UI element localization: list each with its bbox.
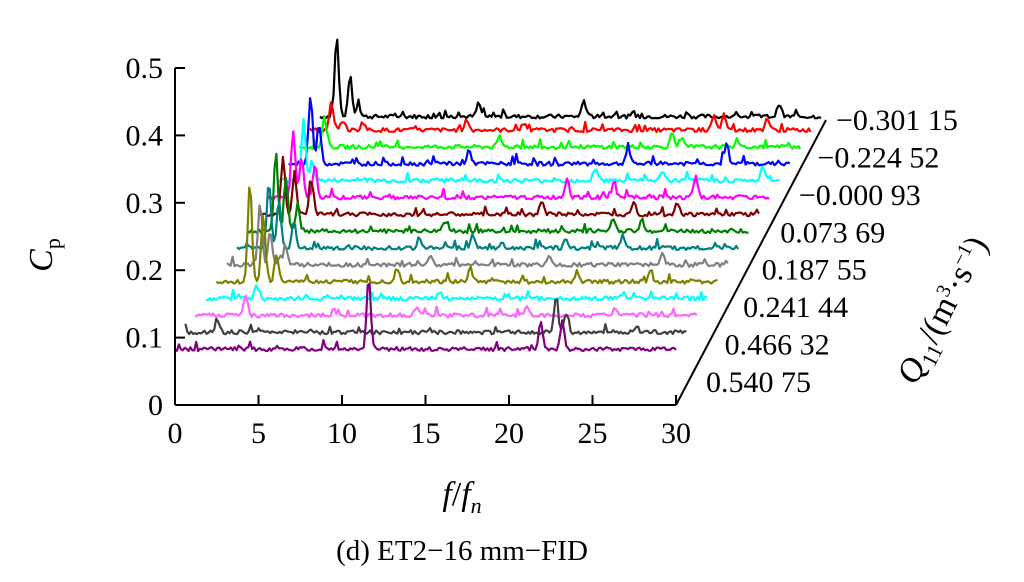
series-line-13: [184, 298, 687, 336]
z-axis-title: Q11/(m3·s−1): [890, 230, 1000, 392]
x-tick-label: 5: [251, 417, 266, 450]
y-axis-title: Cp: [23, 238, 65, 272]
x-tick-label: 30: [661, 417, 691, 450]
y-tick-label: 0.1: [126, 322, 164, 355]
z-tick-label: 0.187 55: [762, 254, 867, 287]
series-line-8: [236, 186, 740, 251]
z-ticks-group: −0.301 15 −0.224 52 −0.000 93 0.073 69 0.187…: [706, 104, 958, 399]
z-axis-line: [675, 119, 827, 406]
x-tick-label: 10: [327, 417, 357, 450]
y-tick-label: 0.3: [126, 187, 164, 220]
series-line-7: [246, 152, 749, 235]
y-tick-label: 0.5: [126, 52, 164, 85]
series-line-11: [205, 284, 708, 302]
series-line-5: [267, 130, 770, 201]
z-tick-label: −0.301 15: [836, 104, 958, 137]
z-tick-label: 0.073 69: [780, 216, 885, 249]
z-tick-label: 0.466 32: [725, 329, 830, 362]
series-line-1: [308, 101, 812, 134]
x-tick-label: 20: [494, 417, 524, 450]
y-tick-label: 0.4: [126, 119, 164, 152]
x-tick-label: 0: [168, 417, 183, 450]
series-line-2: [298, 114, 802, 150]
series-line-9: [226, 204, 729, 268]
series-traces: [174, 38, 822, 353]
series-line-0: [319, 38, 822, 120]
y-tick-label: 0.2: [126, 254, 164, 287]
series-line-14: [174, 282, 677, 353]
y-ticks-group: 0 0.1 0.2 0.3 0.4 0.5: [126, 52, 185, 422]
x-tick-label: 25: [578, 417, 608, 450]
z-tick-label: 0.241 44: [743, 291, 848, 324]
series-line-10: [215, 186, 718, 285]
x-tick-label: 15: [411, 417, 441, 450]
z-tick-label: 0.540 75: [706, 366, 811, 399]
x-ticks-group: 0 5 10 15 20 25 30: [168, 395, 691, 450]
z-tick-label: −0.000 93: [799, 179, 921, 212]
z-tick-label: −0.224 52: [817, 141, 939, 174]
series-line-3: [288, 97, 791, 167]
y-tick-label: 0: [148, 389, 163, 422]
figure-caption: (d) ET2−16 mm−FID: [336, 535, 588, 567]
x-axis-title: f/fn: [442, 476, 481, 518]
series-line-6: [257, 155, 760, 218]
series-line-12: [194, 294, 698, 319]
